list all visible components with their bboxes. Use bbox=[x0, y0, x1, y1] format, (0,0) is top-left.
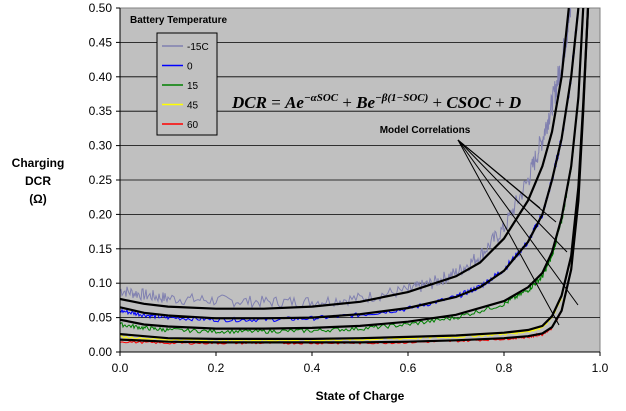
series-line--15C bbox=[120, 8, 572, 309]
formula-plus-1: + bbox=[338, 93, 356, 112]
model-fit-curve-2 bbox=[120, 8, 580, 320]
y-tick-label: 0.45 bbox=[89, 35, 113, 49]
formula-exp-b: −β(1−SOC) bbox=[375, 92, 428, 104]
legend-label-0: 0 bbox=[187, 62, 193, 73]
x-tick-label: 1.0 bbox=[592, 361, 609, 375]
annotation-leaders bbox=[457, 139, 579, 326]
y-tick-label: 0.50 bbox=[89, 1, 113, 15]
x-tick-label: 0.0 bbox=[112, 361, 129, 375]
model-fit-group bbox=[120, 8, 590, 344]
formula-exp-a: −αSOC bbox=[304, 92, 339, 104]
y-tick-label: 0.25 bbox=[89, 173, 113, 187]
y-tick-label: 0.30 bbox=[89, 139, 113, 153]
legend-label--15C: -15C bbox=[187, 42, 209, 53]
legend-label-60: 60 bbox=[187, 120, 199, 131]
legend-label-45: 45 bbox=[187, 101, 199, 112]
legend-box bbox=[156, 32, 218, 136]
axes: 0.000.050.100.150.200.250.300.350.400.45… bbox=[89, 1, 609, 375]
formula-term-d: D bbox=[508, 93, 521, 112]
x-tick-label: 0.8 bbox=[496, 361, 513, 375]
x-tick-label: 0.4 bbox=[304, 361, 321, 375]
annotation-leader-line bbox=[457, 139, 560, 326]
annotation-leader-line bbox=[457, 139, 557, 223]
x-tick-label: 0.2 bbox=[208, 361, 225, 375]
y-tick-label: 0.20 bbox=[89, 207, 113, 221]
formula-eq: = bbox=[267, 93, 285, 112]
formula-term-b: Be bbox=[355, 93, 375, 112]
y-tick-label: 0.35 bbox=[89, 104, 113, 118]
formula-lhs: DCR bbox=[231, 93, 267, 112]
y-tick-label: 0.10 bbox=[89, 276, 113, 290]
y-tick-label: 0.05 bbox=[89, 311, 113, 325]
model-fit-curve-1 bbox=[120, 8, 570, 310]
annotation-leader-line bbox=[457, 139, 579, 306]
formula-term-c: CSOC bbox=[446, 93, 491, 112]
model-formula: DCR = Ae−αSOC + Be−β(1−SOC) + CSOC + D bbox=[231, 92, 521, 112]
y-tick-label: 0.00 bbox=[89, 345, 113, 359]
formula-plus-2: + bbox=[428, 93, 446, 112]
y-axis-title-line3: (Ω) bbox=[29, 192, 47, 206]
model-fit-curve-4 bbox=[120, 8, 590, 340]
legend-label-15: 15 bbox=[187, 81, 199, 92]
y-tick-label: 0.15 bbox=[89, 242, 113, 256]
model-fit-curve-5 bbox=[120, 8, 590, 344]
model-fit-curve-3 bbox=[120, 8, 585, 330]
annotation-leader-line bbox=[457, 139, 568, 253]
legend: Battery Temperature -15C 0 15 45 60 bbox=[130, 15, 228, 136]
formula-plus-3: + bbox=[491, 93, 509, 112]
legend-title: Battery Temperature bbox=[130, 15, 228, 26]
x-axis-title: State of Charge bbox=[316, 389, 405, 403]
y-axis-title-line1: Charging bbox=[12, 156, 65, 170]
x-tick-label: 0.6 bbox=[400, 361, 417, 375]
y-tick-label: 0.40 bbox=[89, 70, 113, 84]
model-correlations-label: Model Correlations bbox=[380, 125, 471, 136]
legend-entries: -15C 0 15 45 60 bbox=[162, 42, 209, 131]
y-axis-title-line2: DCR bbox=[25, 174, 51, 188]
formula-term-a: Ae bbox=[284, 93, 304, 112]
